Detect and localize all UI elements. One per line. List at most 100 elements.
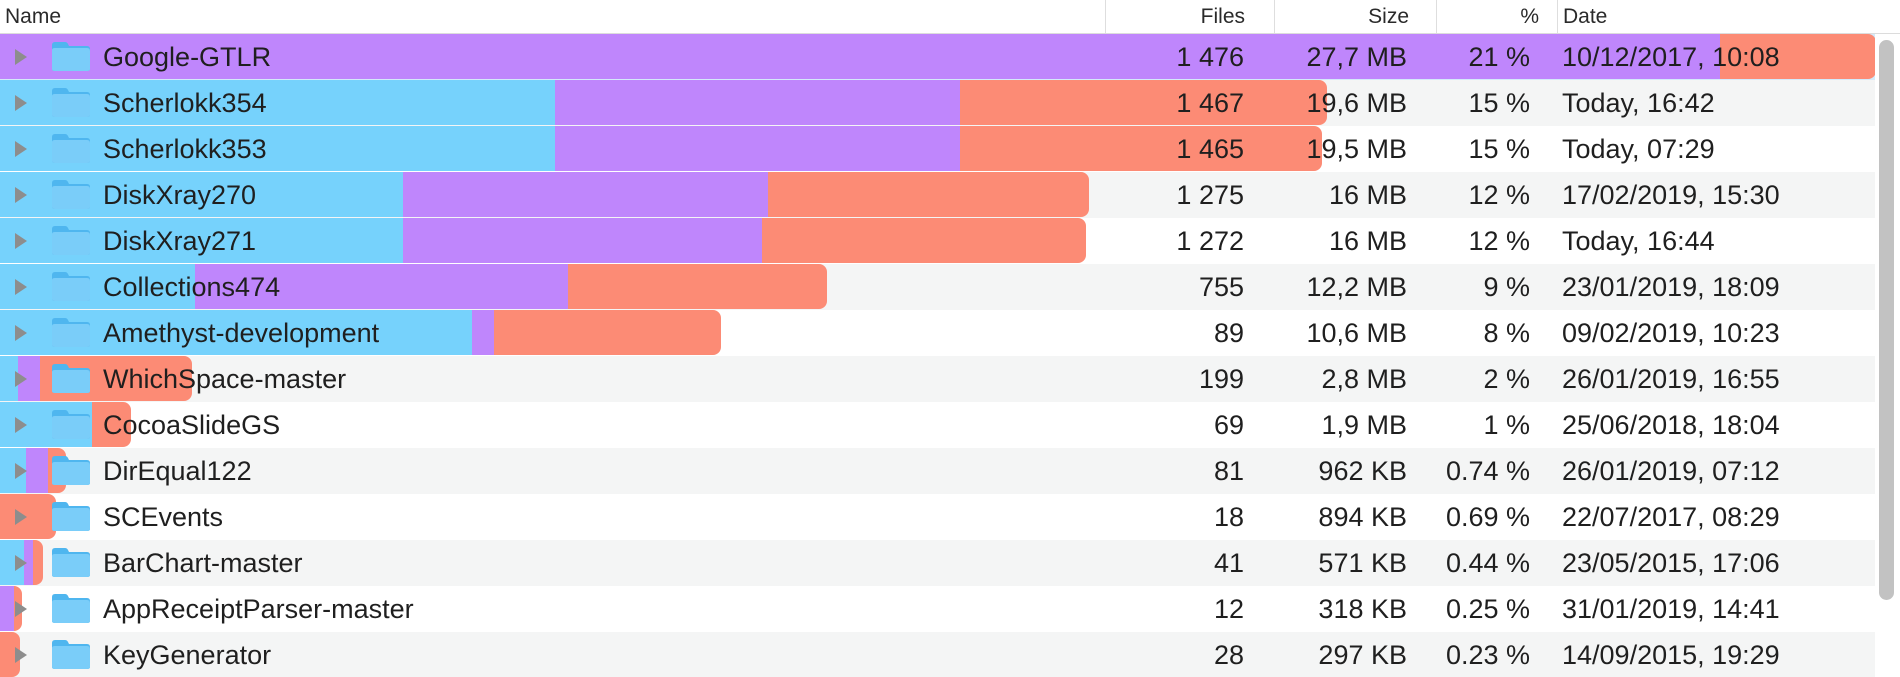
folder-icon-wrapper [50, 637, 92, 671]
vertical-scrollbar[interactable] [1876, 34, 1900, 677]
folder-icon [52, 502, 90, 531]
disclosure-triangle-icon[interactable] [15, 325, 27, 341]
modified-date: Today, 07:29 [1562, 134, 1715, 164]
size-percent: 15 % [1468, 88, 1530, 118]
folder-size: 571 KB [1318, 548, 1407, 578]
column-percent-header[interactable]: % [1436, 0, 1558, 33]
size-bar-purple-segment [18, 356, 40, 401]
disclosure-triangle-icon[interactable] [15, 647, 27, 663]
file-count: 12 [1213, 594, 1244, 624]
file-count: 89 [1213, 318, 1244, 348]
folder-size: 2,8 MB [1321, 364, 1407, 394]
file-count: 755 [1198, 272, 1244, 302]
folder-size: 16 MB [1328, 180, 1407, 210]
size-percent: 12 % [1468, 180, 1530, 210]
file-count: 81 [1213, 456, 1244, 486]
folder-icon [52, 134, 90, 163]
folder-name: Google-GTLR [103, 42, 272, 72]
size-bar-purple-segment [195, 264, 568, 309]
modified-date: 23/01/2019, 18:09 [1562, 272, 1780, 302]
folder-row[interactable]: Google-GTLR 1 476 27,7 MB 21 % 10/12/2017, 1… [0, 34, 1875, 80]
column-date-header[interactable]: Date [1557, 0, 1877, 33]
file-count: 1 465 [1176, 134, 1244, 164]
disclosure-triangle-icon[interactable] [15, 509, 27, 525]
folder-name: DirEqual122 [103, 456, 252, 486]
column-files-header[interactable]: Files [1105, 0, 1249, 33]
folder-icon [52, 410, 90, 439]
folder-size: 27,7 MB [1306, 42, 1407, 72]
size-percent: 12 % [1468, 226, 1530, 256]
folder-row[interactable]: Collections474 755 12,2 MB 9 % 23/01/2019, 1… [0, 264, 1875, 310]
folder-row[interactable]: SCEvents 18 894 KB 0.69 % 22/07/2017, 08:29 [0, 494, 1875, 540]
folder-row[interactable]: AppReceiptParser-master 12 318 KB 0.25 % 31/… [0, 586, 1875, 632]
folder-name: Scherlokk353 [103, 134, 267, 164]
column-size-header[interactable]: Size [1274, 0, 1437, 33]
file-count: 28 [1213, 640, 1244, 670]
disclosure-triangle-icon[interactable] [15, 187, 27, 203]
modified-date: 31/01/2019, 14:41 [1562, 594, 1780, 624]
folder-icon [52, 640, 90, 669]
folder-icon-wrapper [50, 591, 92, 625]
modified-date: 10/12/2017, 10:08 [1562, 42, 1780, 72]
disclosure-triangle-icon[interactable] [15, 95, 27, 111]
folder-row[interactable]: KeyGenerator 28 297 KB 0.23 % 14/09/2015, 19… [0, 632, 1875, 677]
size-bar [0, 34, 1875, 79]
size-bar [0, 80, 1875, 125]
folder-row[interactable]: BarChart-master 41 571 KB 0.44 % 23/05/2015,… [0, 540, 1875, 586]
size-percent: 1 % [1483, 410, 1530, 440]
folder-size: 19,5 MB [1306, 134, 1407, 164]
disclosure-triangle-icon[interactable] [15, 279, 27, 295]
size-bar [0, 356, 1875, 401]
size-bar-blue-segment [0, 126, 555, 171]
folder-icon-wrapper [50, 361, 92, 395]
disclosure-triangle-icon[interactable] [15, 601, 27, 617]
disclosure-triangle-icon[interactable] [15, 141, 27, 157]
file-count: 1 272 [1176, 226, 1244, 256]
disclosure-triangle-icon[interactable] [15, 555, 27, 571]
folder-size: 297 KB [1318, 640, 1407, 670]
size-bar-red-segment [33, 540, 43, 585]
folder-row[interactable]: Scherlokk353 1 465 19,5 MB 15 % Today, 07:29 [0, 126, 1875, 172]
disclosure-triangle-icon[interactable] [15, 49, 27, 65]
column-name-header[interactable]: Name [5, 5, 62, 28]
disclosure-triangle-icon[interactable] [15, 463, 27, 479]
folder-row[interactable]: DiskXray271 1 272 16 MB 12 % Today, 16:44 [0, 218, 1875, 264]
folder-name: AppReceiptParser-master [103, 594, 414, 624]
size-bar [0, 310, 1875, 355]
folder-icon [52, 226, 90, 255]
size-percent: 8 % [1483, 318, 1530, 348]
size-bar-purple-segment [555, 126, 960, 171]
disclosure-triangle-icon[interactable] [15, 371, 27, 387]
folder-icon-wrapper [50, 177, 92, 211]
file-count: 41 [1213, 548, 1244, 578]
folder-row[interactable]: CocoaSlideGS 69 1,9 MB 1 % 25/06/2018, 18:04 [0, 402, 1875, 448]
size-bar [0, 126, 1875, 171]
disclosure-triangle-icon[interactable] [15, 233, 27, 249]
size-percent: 15 % [1468, 134, 1530, 164]
folder-row[interactable]: WhichSpace-master 199 2,8 MB 2 % 26/01/2019,… [0, 356, 1875, 402]
folder-row[interactable]: DiskXray270 1 275 16 MB 12 % 17/02/2019, 15:… [0, 172, 1875, 218]
disclosure-triangle-icon[interactable] [15, 417, 27, 433]
folder-size: 962 KB [1318, 456, 1407, 486]
folder-row[interactable]: Amethyst-development 89 10,6 MB 8 % 09/02/20… [0, 310, 1875, 356]
folder-name: Scherlokk354 [103, 88, 267, 118]
size-bar-red-segment [960, 80, 1327, 125]
size-bar-blue-segment [0, 356, 18, 401]
folder-name: DiskXray270 [103, 180, 257, 210]
file-count: 1 476 [1176, 42, 1244, 72]
folder-name: CocoaSlideGS [103, 410, 281, 440]
folder-row[interactable]: Scherlokk354 1 467 19,6 MB 15 % Today, 16:42 [0, 80, 1875, 126]
folder-icon-wrapper [50, 85, 92, 119]
folder-row[interactable]: DirEqual122 81 962 KB 0.74 % 26/01/2019, 07:… [0, 448, 1875, 494]
folder-icon-wrapper [50, 499, 92, 533]
folder-size: 1,9 MB [1321, 410, 1407, 440]
size-bar-red-segment [960, 126, 1322, 171]
size-percent: 2 % [1483, 364, 1530, 394]
folder-icon-wrapper [50, 545, 92, 579]
folder-size: 318 KB [1318, 594, 1407, 624]
file-count: 18 [1213, 502, 1244, 532]
scrollbar-thumb[interactable] [1879, 40, 1894, 600]
size-bar-blue-segment [0, 264, 195, 309]
size-percent: 0.69 % [1445, 502, 1530, 532]
